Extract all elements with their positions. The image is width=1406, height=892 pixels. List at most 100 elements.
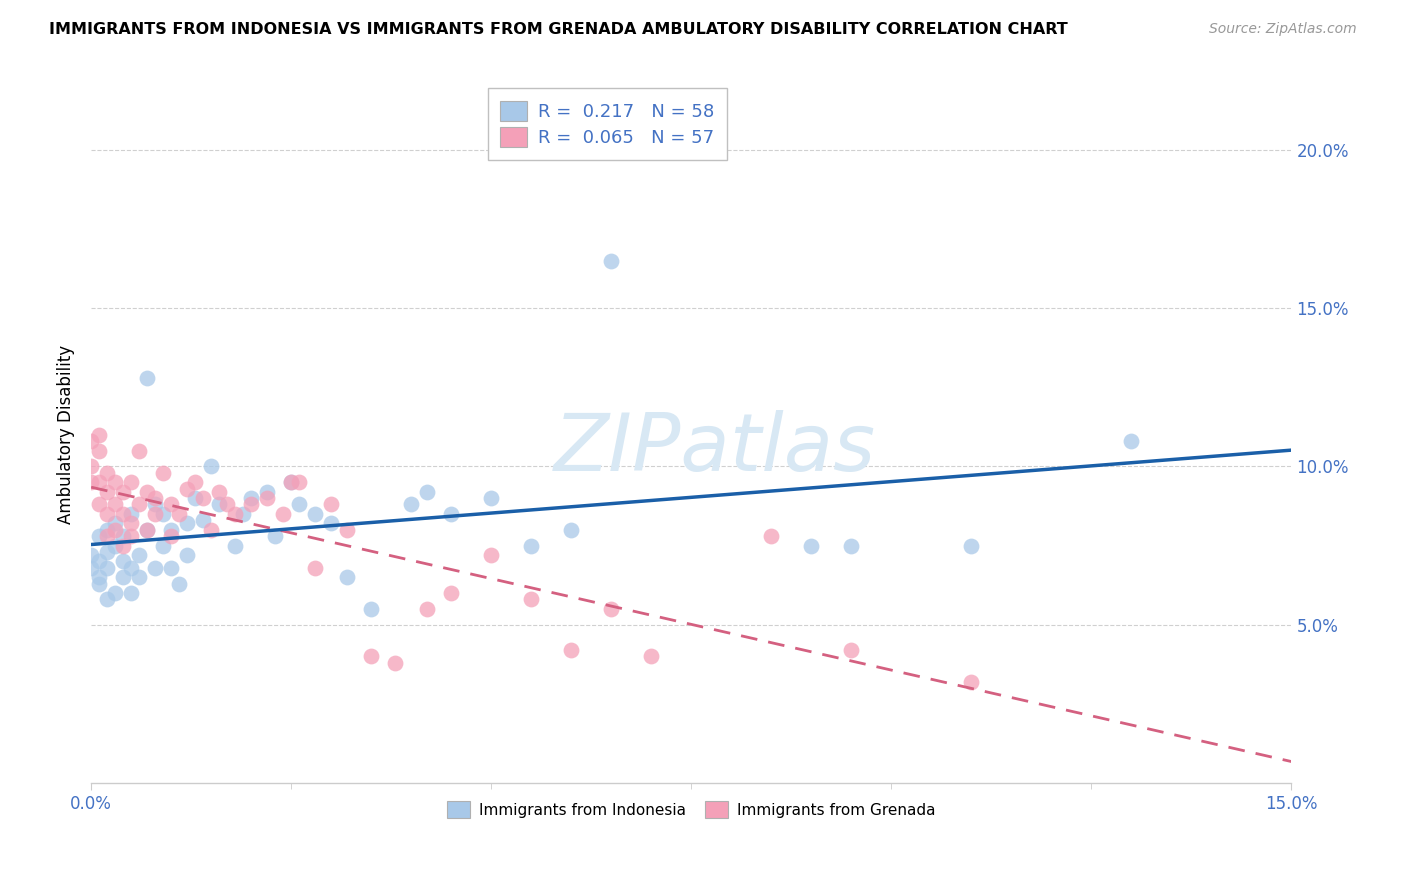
Point: [1121, 434, 1143, 448]
Point: [120, 507, 142, 521]
Point: [89, 475, 111, 490]
Point: [761, 529, 783, 543]
Point: [520, 592, 543, 607]
Point: [104, 539, 127, 553]
Point: [143, 497, 166, 511]
Point: [80, 434, 103, 448]
Text: IMMIGRANTS FROM INDONESIA VS IMMIGRANTS FROM GRENADA AMBULATORY DISABILITY CORRE: IMMIGRANTS FROM INDONESIA VS IMMIGRANTS …: [49, 22, 1069, 37]
Text: ZIPatlas: ZIPatlas: [554, 409, 876, 488]
Point: [336, 570, 359, 584]
Point: [89, 443, 111, 458]
Point: [560, 643, 582, 657]
Point: [384, 656, 406, 670]
Point: [128, 443, 150, 458]
Point: [960, 539, 983, 553]
Point: [560, 523, 582, 537]
Point: [104, 475, 127, 490]
Point: [120, 475, 142, 490]
Point: [160, 497, 183, 511]
Point: [104, 516, 127, 531]
Point: [80, 459, 103, 474]
Point: [184, 491, 207, 505]
Text: Source: ZipAtlas.com: Source: ZipAtlas.com: [1209, 22, 1357, 37]
Point: [208, 497, 231, 511]
Point: [152, 507, 174, 521]
Point: [167, 576, 190, 591]
Point: [80, 560, 103, 574]
Point: [520, 539, 543, 553]
Point: [280, 475, 302, 490]
Point: [96, 466, 118, 480]
Point: [80, 475, 103, 490]
Point: [280, 475, 302, 490]
Point: [96, 523, 118, 537]
Point: [89, 427, 111, 442]
Point: [321, 497, 343, 511]
Point: [256, 484, 278, 499]
Point: [193, 491, 215, 505]
Point: [120, 516, 142, 531]
Point: [136, 370, 159, 384]
Point: [128, 570, 150, 584]
Point: [440, 507, 463, 521]
Point: [240, 497, 263, 511]
Point: [136, 523, 159, 537]
Point: [96, 545, 118, 559]
Point: [193, 513, 215, 527]
Point: [89, 497, 111, 511]
Point: [96, 507, 118, 521]
Point: [200, 523, 222, 537]
Point: [184, 475, 207, 490]
Point: [288, 475, 311, 490]
Point: [176, 548, 198, 562]
Point: [640, 649, 662, 664]
Point: [479, 548, 502, 562]
Point: [143, 491, 166, 505]
Point: [841, 539, 863, 553]
Point: [360, 602, 382, 616]
Point: [321, 516, 343, 531]
Point: [416, 484, 439, 499]
Point: [208, 484, 231, 499]
Point: [264, 529, 287, 543]
Point: [256, 491, 278, 505]
Point: [96, 484, 118, 499]
Point: [120, 586, 142, 600]
Point: [152, 466, 174, 480]
Point: [128, 548, 150, 562]
Point: [841, 643, 863, 657]
Point: [112, 507, 135, 521]
Point: [112, 539, 135, 553]
Point: [304, 560, 326, 574]
Point: [600, 602, 623, 616]
Point: [600, 253, 623, 268]
Point: [160, 529, 183, 543]
Point: [271, 507, 294, 521]
Point: [217, 497, 239, 511]
Point: [80, 548, 103, 562]
Point: [336, 523, 359, 537]
Point: [104, 586, 127, 600]
Point: [136, 523, 159, 537]
Point: [112, 529, 135, 543]
Point: [112, 570, 135, 584]
Point: [89, 529, 111, 543]
Point: [960, 674, 983, 689]
Point: [104, 497, 127, 511]
Point: [440, 586, 463, 600]
Point: [288, 497, 311, 511]
Point: [89, 570, 111, 584]
Point: [152, 539, 174, 553]
Point: [89, 576, 111, 591]
Y-axis label: Ambulatory Disability: Ambulatory Disability: [58, 345, 75, 524]
Point: [176, 482, 198, 496]
Point: [160, 560, 183, 574]
Point: [416, 602, 439, 616]
Point: [96, 592, 118, 607]
Point: [224, 507, 246, 521]
Point: [399, 497, 422, 511]
Point: [479, 491, 502, 505]
Point: [89, 554, 111, 568]
Point: [120, 529, 142, 543]
Point: [128, 497, 150, 511]
